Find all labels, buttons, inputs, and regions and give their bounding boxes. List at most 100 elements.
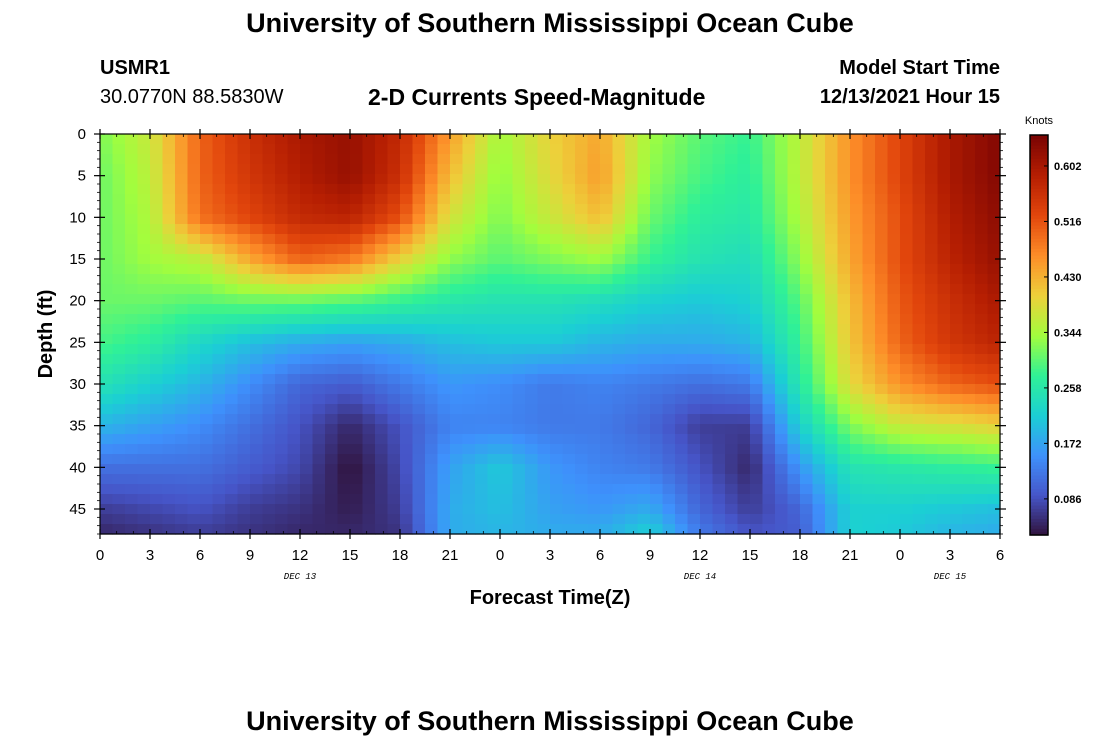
heatmap-cell (637, 454, 651, 465)
heatmap-cell (875, 514, 889, 525)
heatmap-cell (712, 174, 726, 185)
colorbar-swatch (1030, 505, 1048, 509)
heatmap-cell (287, 434, 301, 445)
heatmap-cell (487, 324, 501, 335)
heatmap-cell (550, 214, 564, 225)
heatmap-cell (462, 274, 476, 285)
heatmap-cell (825, 354, 839, 365)
heatmap-cell (625, 264, 639, 275)
heatmap-cell (875, 204, 889, 215)
heatmap-cell (687, 224, 701, 235)
heatmap-cell (862, 304, 876, 315)
heatmap-cell (162, 484, 176, 495)
heatmap-cell (300, 284, 314, 295)
heatmap-cell (437, 524, 451, 535)
heatmap-cell (175, 214, 189, 225)
heatmap-cell (362, 204, 376, 215)
heatmap-cell (200, 294, 214, 305)
colorbar-swatch (1030, 531, 1048, 536)
heatmap-cell (562, 224, 576, 235)
heatmap-cell (487, 434, 501, 445)
heatmap-cell (200, 424, 214, 435)
heatmap-cell (550, 164, 564, 175)
heatmap-cell (600, 494, 614, 505)
heatmap-cell (525, 504, 539, 515)
colorbar-swatch (1030, 331, 1048, 336)
heatmap-cell (350, 224, 364, 235)
heatmap-cell (637, 304, 651, 315)
heatmap-cell (262, 394, 276, 405)
heatmap-cell (662, 164, 676, 175)
heatmap-cell (300, 314, 314, 325)
heatmap-cell (162, 214, 176, 225)
heatmap-cell (825, 414, 839, 425)
heatmap-cell (587, 384, 601, 395)
heatmap-cell (400, 254, 414, 265)
heatmap-cell (737, 354, 751, 365)
colorbar-swatch (1030, 158, 1048, 163)
heatmap-cell (112, 164, 126, 175)
heatmap-cell (950, 434, 964, 445)
heatmap-cell (925, 194, 939, 205)
heatmap-cell (350, 474, 364, 485)
heatmap-cell (637, 474, 651, 485)
heatmap-cell (900, 334, 914, 345)
heatmap-cell (187, 184, 201, 195)
heatmap-cell (150, 204, 164, 215)
heatmap-cell (250, 314, 264, 325)
heatmap-cell (937, 264, 951, 275)
heatmap-cell (787, 264, 801, 275)
heatmap-cell (212, 264, 226, 275)
heatmap-cell (612, 314, 626, 325)
colorbar-swatch (1030, 325, 1048, 329)
heatmap-cell (225, 164, 239, 175)
heatmap-cell (487, 194, 501, 205)
heatmap-cell (975, 374, 989, 385)
heatmap-cell (362, 254, 376, 265)
heatmap-cell (462, 254, 476, 265)
heatmap-cell (212, 524, 226, 535)
heatmap-cell (525, 244, 539, 255)
heatmap-cell (212, 434, 226, 445)
heatmap-cell (212, 474, 226, 485)
heatmap-cell (112, 394, 126, 405)
heatmap-cell (737, 344, 751, 355)
heatmap-cell (537, 454, 551, 465)
heatmap-cell (787, 144, 801, 155)
heatmap-cell (287, 504, 301, 515)
heatmap-cell (750, 254, 764, 265)
heatmap-cell (862, 374, 876, 385)
heatmap-cell (275, 324, 289, 335)
heatmap-cell (525, 174, 539, 185)
heatmap-cell (400, 434, 414, 445)
heatmap-cell (737, 254, 751, 265)
heatmap-cell (900, 134, 914, 145)
heatmap-cell (625, 184, 639, 195)
heatmap-cell (662, 294, 676, 305)
heatmap-cell (237, 384, 251, 395)
heatmap-cell (687, 434, 701, 445)
heatmap-cell (487, 474, 501, 485)
heatmap-cell (712, 204, 726, 215)
heatmap-cell (250, 294, 264, 305)
heatmap-cell (312, 224, 326, 235)
heatmap-cell (175, 324, 189, 335)
heatmap-cell (912, 164, 926, 175)
heatmap-cell (775, 194, 789, 205)
heatmap-cell (975, 384, 989, 395)
heatmap-cell (962, 184, 976, 195)
heatmap-cell (587, 294, 601, 305)
y-tick-label: 20 (69, 293, 86, 310)
heatmap-cell (812, 204, 826, 215)
heatmap-cell (487, 224, 501, 235)
heatmap-cell (262, 204, 276, 215)
heatmap-cell (725, 344, 739, 355)
heatmap-cell (612, 354, 626, 365)
heatmap-cell (887, 174, 901, 185)
heatmap-cell (162, 424, 176, 435)
heatmap-cell (275, 514, 289, 525)
heatmap-cell (975, 394, 989, 405)
heatmap-cell (925, 144, 939, 155)
heatmap-cell (187, 354, 201, 365)
heatmap-cell (487, 234, 501, 245)
